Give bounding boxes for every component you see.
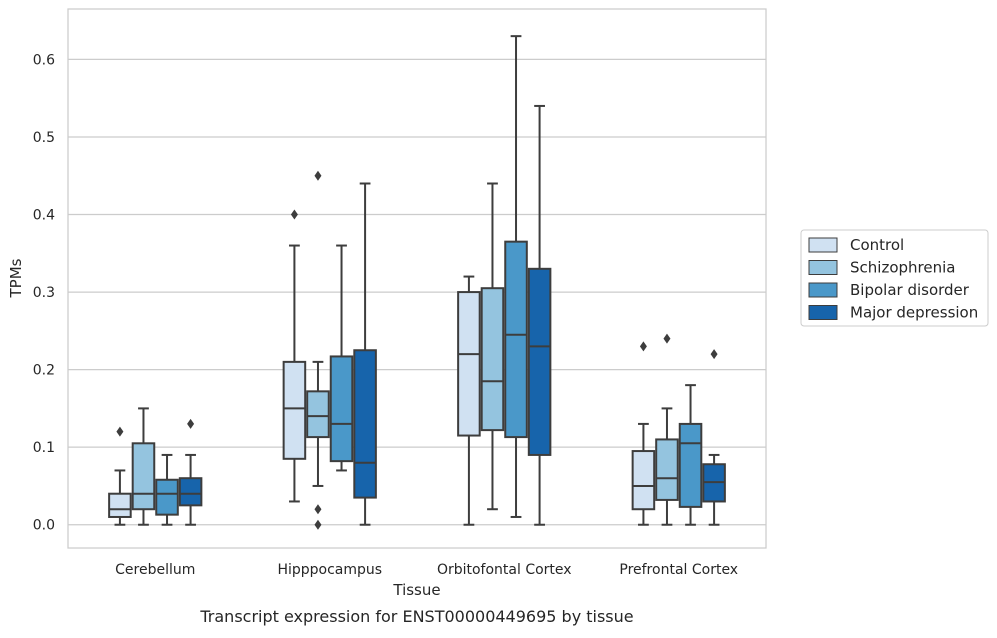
box-plot [329, 244, 354, 472]
box-plot [504, 35, 528, 518]
box-body [457, 291, 481, 437]
y-tick-label: 0.3 [33, 285, 55, 301]
box-body [631, 450, 656, 511]
legend-label: Major depression [850, 304, 978, 322]
outlier-point [710, 349, 718, 360]
outlier-point [290, 209, 298, 220]
outlier-point [314, 519, 322, 530]
x-tick-label: Orbitofontal Cortex [437, 562, 572, 578]
box-plot [282, 209, 307, 503]
box-body [178, 477, 203, 507]
box-plot [178, 418, 203, 526]
box-plot [155, 453, 179, 526]
outlier-point [639, 341, 647, 352]
box-body [655, 438, 679, 501]
outlier-point [116, 426, 124, 437]
x-tick-label: Cerebellum [115, 562, 195, 578]
box-plot [131, 407, 156, 526]
box-body [527, 267, 552, 456]
box-body [329, 355, 354, 463]
y-tick-label: 0.6 [33, 52, 55, 68]
chart-caption: Transcript expression for ENST0000044969… [199, 607, 633, 626]
box-body [282, 360, 307, 460]
box-plot [353, 182, 377, 526]
box-plot [480, 182, 505, 511]
legend-frame [800, 229, 989, 327]
outlier-point [663, 333, 671, 344]
box-plot [108, 426, 132, 526]
plot-frame [67, 8, 767, 549]
legend-swatch [808, 260, 838, 275]
box-plot [527, 104, 552, 526]
box-plot [702, 349, 726, 526]
box-plot [457, 275, 481, 526]
y-tick-label: 0.0 [33, 518, 55, 534]
legend-swatch [808, 305, 838, 320]
y-tick-label: 0.1 [33, 440, 55, 456]
box-body [480, 287, 505, 432]
outlier-point [187, 418, 195, 429]
box-body [108, 492, 132, 518]
box-body [353, 349, 377, 499]
box-body [306, 390, 330, 439]
box-plot [306, 170, 330, 530]
y-axis-title: TPMs [7, 258, 25, 298]
legend-label: Schizophrenia [850, 259, 955, 277]
x-tick-label: Hipppocampus [277, 562, 382, 578]
box-plot [655, 333, 679, 526]
legend-swatch [808, 282, 838, 298]
grid-layer [68, 58, 766, 526]
outlier-point [314, 504, 322, 515]
legend-swatch [808, 237, 838, 253]
x-axis-title: Tissue [392, 581, 440, 599]
legend-label: Bipolar disorder [850, 281, 970, 299]
y-tick-label: 0.2 [33, 363, 55, 379]
box-body [155, 478, 179, 516]
box-body [131, 442, 156, 511]
box-plot [631, 341, 656, 526]
box-body [678, 422, 703, 508]
y-tick-label: 0.5 [33, 130, 55, 146]
box-body [504, 240, 528, 439]
box-plot [678, 384, 703, 526]
y-tick-labels: 0.0 0.1 0.2 0.3 0.4 0.5 0.6 [33, 52, 55, 533]
outlier-point [314, 170, 322, 181]
box-layer [108, 35, 726, 530]
x-tick-label: Prefrontal Cortex [619, 562, 738, 578]
y-tick-label: 0.4 [33, 208, 55, 224]
legend: Control Schizophrenia Bipolar disorder Majo… [800, 229, 989, 327]
legend-label: Control [850, 236, 904, 254]
x-tick-labels: Cerebellum Hipppocampus Orbitofontal Corte… [115, 562, 738, 578]
